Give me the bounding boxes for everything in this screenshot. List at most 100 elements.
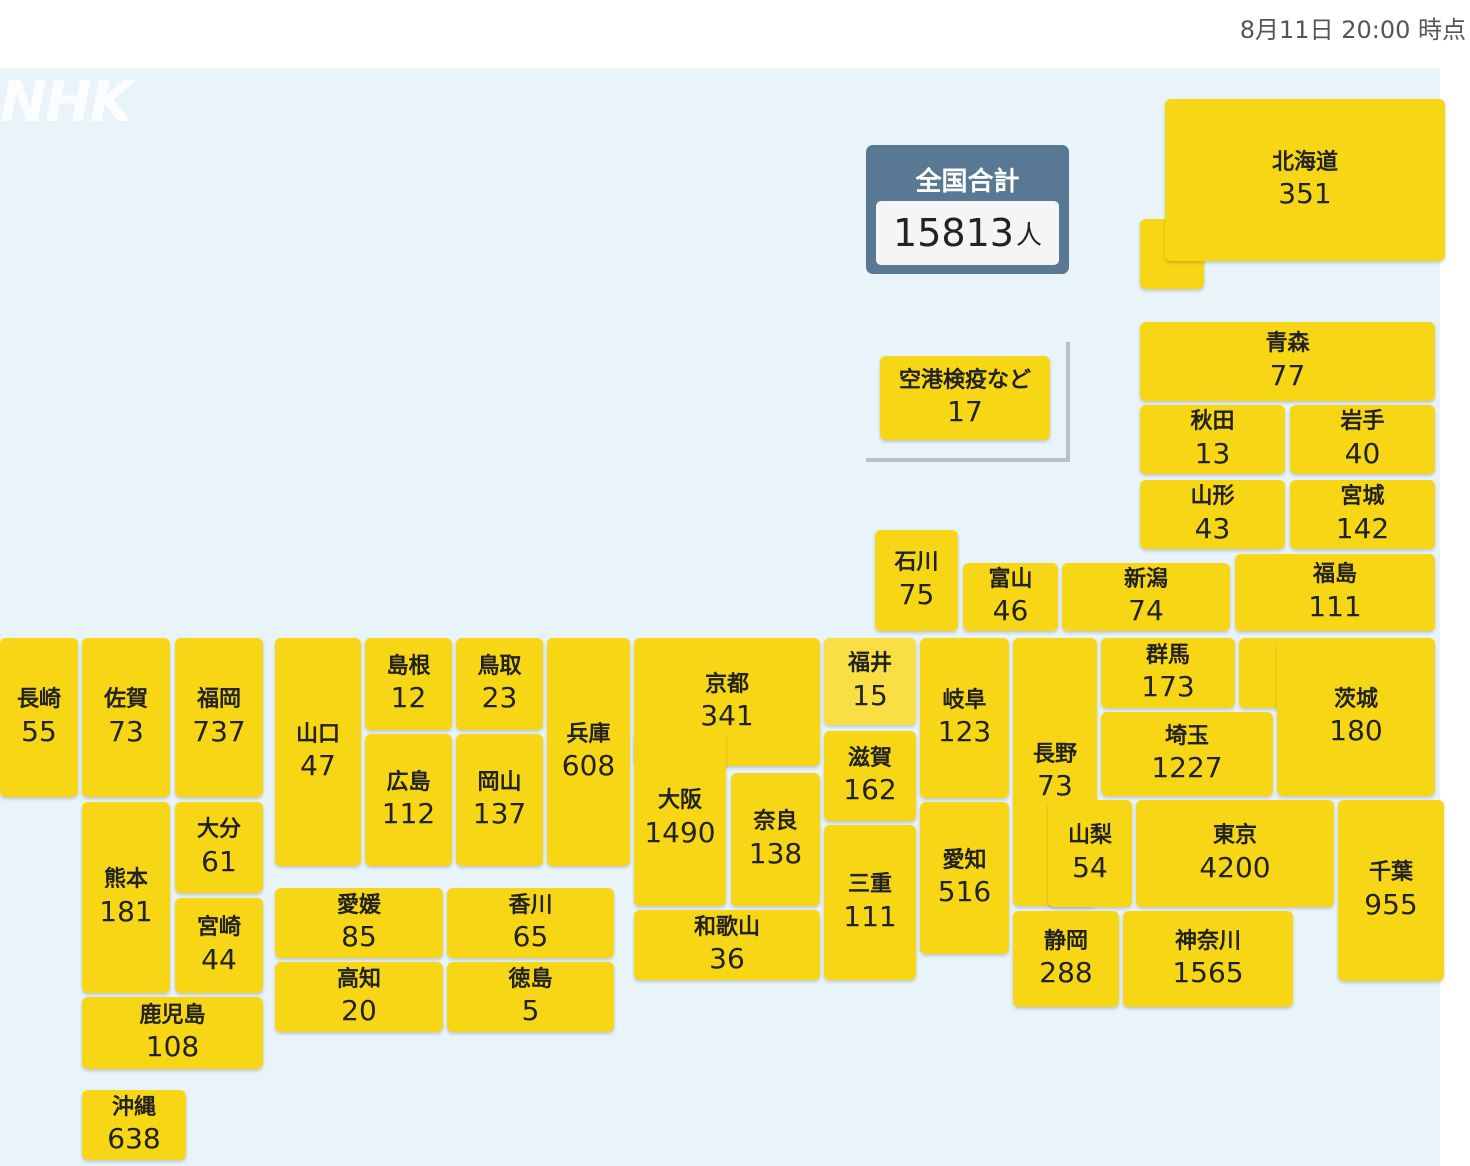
prefecture-tile-mie[interactable]: 三重 111 <box>824 825 916 980</box>
prefecture-count: 351 <box>1278 177 1332 211</box>
prefecture-tile-fukui[interactable]: 福井 15 <box>824 638 916 725</box>
prefecture-tile-yamagata[interactable]: 山形 43 <box>1140 480 1285 549</box>
prefecture-count: 955 <box>1364 887 1418 921</box>
prefecture-name: 埼玉 <box>1164 723 1209 749</box>
prefecture-tile-wakayama[interactable]: 和歌山 36 <box>634 910 820 980</box>
prefecture-count: 12 <box>390 681 427 715</box>
prefecture-tile-ishikawa[interactable]: 石川 75 <box>875 530 958 631</box>
prefecture-tile-ibaraki[interactable]: 茨城 180 <box>1277 638 1435 796</box>
prefecture-name: 香川 <box>508 892 553 918</box>
prefecture-name: 山口 <box>295 721 340 747</box>
prefecture-name: 山梨 <box>1067 823 1112 849</box>
prefecture-name: 山形 <box>1190 484 1235 510</box>
prefecture-count: 341 <box>700 699 754 733</box>
prefecture-tile-kochi[interactable]: 高知 20 <box>275 962 443 1032</box>
prefecture-count: 638 <box>107 1122 161 1156</box>
prefecture-name: 愛知 <box>942 847 987 873</box>
prefecture-count: 4200 <box>1199 850 1271 884</box>
prefecture-tile-hyogo[interactable]: 兵庫 608 <box>547 638 630 866</box>
prefecture-name: 茨城 <box>1333 686 1378 712</box>
prefecture-name: 熊本 <box>103 867 148 893</box>
prefecture-tile-tokushima[interactable]: 徳島 5 <box>447 962 614 1032</box>
prefecture-name: 静岡 <box>1043 928 1088 954</box>
national-total-value: 15813 <box>893 211 1014 255</box>
prefecture-tile-fukuoka[interactable]: 福岡 737 <box>175 638 263 797</box>
nhk-logo: NHK <box>0 70 133 135</box>
prefecture-name: 福島 <box>1312 562 1357 588</box>
prefecture-tile-akita[interactable]: 秋田 13 <box>1140 405 1285 474</box>
prefecture-count: 44 <box>201 942 237 976</box>
prefecture-tile-ehime[interactable]: 愛媛 85 <box>275 888 443 958</box>
prefecture-tile-hiroshima[interactable]: 広島 112 <box>365 734 452 866</box>
prefecture-name: 佐賀 <box>103 687 148 713</box>
prefecture-tile-yamanashi[interactable]: 山梨 54 <box>1048 800 1132 907</box>
prefecture-tile-kagoshima[interactable]: 鹿児島 108 <box>82 997 263 1069</box>
prefecture-tile-iwate[interactable]: 岩手 40 <box>1290 405 1435 474</box>
prefecture-count: 608 <box>561 749 616 783</box>
prefecture-name: 三重 <box>847 872 892 898</box>
prefecture-count: 74 <box>1128 594 1164 628</box>
prefecture-count: 173 <box>1141 670 1195 704</box>
prefecture-tile-gunma[interactable]: 群馬 173 <box>1101 638 1235 708</box>
prefecture-tile-kumamoto[interactable]: 熊本 181 <box>82 802 170 993</box>
prefecture-name: 和歌山 <box>693 914 760 940</box>
prefecture-tile-okinawa[interactable]: 沖縄 638 <box>82 1090 186 1160</box>
prefecture-tile-airport[interactable]: 空港検疫など 17 <box>880 356 1050 440</box>
prefecture-count: 1490 <box>644 815 716 849</box>
prefecture-tile-yamaguchi[interactable]: 山口 47 <box>275 638 361 866</box>
prefecture-count: 181 <box>99 894 153 928</box>
prefecture-tile-gifu[interactable]: 岐阜 123 <box>920 638 1009 798</box>
prefecture-name: 大阪 <box>657 788 702 814</box>
prefecture-tile-miyagi[interactable]: 宮城 142 <box>1290 480 1435 549</box>
prefecture-tile-nagasaki[interactable]: 長崎 55 <box>0 638 78 797</box>
prefecture-tile-oita[interactable]: 大分 61 <box>175 802 263 893</box>
prefecture-count: 23 <box>481 681 518 715</box>
prefecture-tile-nara[interactable]: 奈良 138 <box>731 773 820 906</box>
prefecture-tile-aichi[interactable]: 愛知 516 <box>920 802 1009 954</box>
prefecture-tile-chiba[interactable]: 千葉 955 <box>1338 800 1444 981</box>
prefecture-tile-toyama[interactable]: 富山 46 <box>963 563 1058 631</box>
prefecture-tile-okayama[interactable]: 岡山 137 <box>456 734 543 866</box>
prefecture-name: 岩手 <box>1340 409 1385 435</box>
timestamp: 8月11日 20:00 時点 <box>1239 16 1466 44</box>
prefecture-name: 東京 <box>1212 823 1257 849</box>
prefecture-count: 20 <box>341 994 377 1028</box>
prefecture-count: 5 <box>521 994 540 1028</box>
prefecture-tile-tokyo[interactable]: 東京 4200 <box>1136 800 1334 907</box>
prefecture-count: 40 <box>1344 436 1381 470</box>
prefecture-count: 43 <box>1194 511 1231 545</box>
prefecture-tile-aomori[interactable]: 青森 77 <box>1140 322 1435 401</box>
prefecture-tile-osaka[interactable]: 大阪 1490 <box>634 731 726 906</box>
prefecture-count: 111 <box>1308 589 1362 623</box>
prefecture-count: 516 <box>937 875 992 909</box>
prefecture-name: 群馬 <box>1145 642 1190 668</box>
prefecture-name: 空港検疫など <box>898 367 1031 393</box>
prefecture-tile-saga[interactable]: 佐賀 73 <box>82 638 170 797</box>
prefecture-count: 47 <box>300 749 336 783</box>
prefecture-count: 137 <box>472 797 527 831</box>
national-total-box: 全国合計 15813 人 <box>866 145 1069 274</box>
prefecture-tile-kagawa[interactable]: 香川 65 <box>447 888 614 958</box>
prefecture-tile-fukushima[interactable]: 福島 111 <box>1235 554 1435 631</box>
national-total-value-box: 15813 人 <box>876 201 1059 265</box>
prefecture-tile-shizuoka[interactable]: 静岡 288 <box>1013 911 1119 1007</box>
prefecture-name: 徳島 <box>508 966 553 992</box>
prefecture-name: 奈良 <box>753 809 798 835</box>
prefecture-name: 高知 <box>336 966 381 992</box>
prefecture-tile-tottori[interactable]: 鳥取 23 <box>456 638 543 730</box>
prefecture-count: 61 <box>201 844 237 878</box>
prefecture-name: 島根 <box>386 653 431 679</box>
national-total-label: 全国合計 <box>915 167 1020 197</box>
prefecture-count: 46 <box>992 594 1029 628</box>
prefecture-tile-kanagawa[interactable]: 神奈川 1565 <box>1123 911 1293 1007</box>
prefecture-tile-shiga[interactable]: 滋賀 162 <box>824 731 916 821</box>
prefecture-tile-miyazaki[interactable]: 宮崎 44 <box>175 898 263 993</box>
prefecture-count: 288 <box>1039 956 1093 990</box>
prefecture-tile-hokkaido[interactable]: 北海道 351 <box>1165 99 1445 261</box>
prefecture-tile-niigata[interactable]: 新潟 74 <box>1062 563 1230 631</box>
prefecture-tile-saitama[interactable]: 埼玉 1227 <box>1101 712 1273 796</box>
prefecture-count: 123 <box>937 715 992 749</box>
prefecture-tile-shimane[interactable]: 島根 12 <box>365 638 452 730</box>
prefecture-count: 111 <box>843 899 897 933</box>
prefecture-count: 73 <box>108 714 144 748</box>
